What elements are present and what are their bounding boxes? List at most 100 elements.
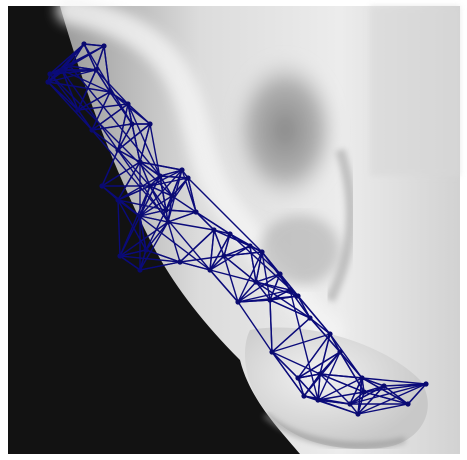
- graph-edge: [349, 377, 363, 405]
- graph-edge: [297, 373, 321, 379]
- graph-edge: [237, 273, 281, 303]
- graph-edge: [139, 161, 161, 177]
- graph-node: [193, 209, 199, 215]
- graph-node: [269, 349, 275, 355]
- graph-edge: [77, 109, 93, 131]
- graph-edge: [91, 129, 119, 151]
- graph-edge: [187, 177, 263, 253]
- graph-node: [277, 271, 283, 277]
- graph-node: [295, 293, 301, 299]
- graph-edge: [49, 73, 173, 197]
- graph-edge: [179, 255, 225, 263]
- graph-node: [99, 183, 105, 189]
- graph-edge: [213, 229, 251, 247]
- graph-edge: [255, 281, 271, 301]
- graph-edge: [117, 161, 141, 201]
- graph-node: [107, 89, 113, 95]
- graph-node: [423, 381, 429, 387]
- graph-edge: [83, 43, 105, 47]
- graph-node: [59, 67, 65, 73]
- graph-node: [317, 371, 323, 377]
- graph-edge: [297, 377, 305, 397]
- graph-edge: [269, 289, 291, 301]
- graph-edge: [61, 69, 169, 223]
- graph-edge: [357, 403, 409, 415]
- graph-edge: [317, 373, 321, 401]
- graph-edge: [127, 103, 133, 125]
- graph-edge: [271, 317, 311, 353]
- graph-node: [75, 107, 81, 113]
- graph-edge: [117, 103, 129, 151]
- graph-node: [81, 41, 87, 47]
- graph-node: [137, 159, 143, 165]
- graph-node: [381, 383, 387, 389]
- graph-edge: [139, 249, 147, 271]
- graph-edge: [289, 289, 311, 319]
- graph-edges: [47, 43, 427, 415]
- graph-node: [405, 401, 411, 407]
- graph-edge: [119, 215, 141, 257]
- graph-edge: [119, 221, 169, 257]
- graph-edge: [139, 185, 151, 217]
- cheek-texture: [370, 6, 460, 176]
- graph-node: [45, 79, 51, 85]
- graph-edge: [349, 383, 427, 405]
- graph-edge: [209, 245, 251, 271]
- graph-edge: [61, 69, 111, 93]
- graph-edge: [179, 229, 215, 263]
- landmark-graph: [45, 41, 429, 417]
- graph-node: [301, 393, 307, 399]
- graph-edge: [223, 251, 263, 257]
- graph-edge: [249, 245, 257, 283]
- graph-edge: [117, 149, 141, 163]
- graph-edge: [101, 185, 141, 217]
- graph-node: [137, 267, 143, 273]
- graph-edge: [357, 377, 363, 415]
- graph-node: [117, 253, 123, 259]
- graph-edge: [297, 377, 319, 401]
- graph-edge: [119, 249, 147, 257]
- graph-edge: [165, 209, 197, 213]
- graph-edge: [159, 175, 189, 179]
- graph-edge: [223, 245, 251, 257]
- graph-node: [207, 267, 213, 273]
- graph-edge: [223, 255, 257, 283]
- graph-edge: [255, 281, 311, 319]
- graph-nodes: [45, 41, 429, 417]
- antihelix-shadow: [260, 215, 340, 285]
- graph-edge: [195, 211, 231, 235]
- graph-edge: [117, 149, 151, 187]
- graph-edge: [297, 333, 331, 379]
- graph-edge: [139, 221, 169, 271]
- graph-node: [315, 397, 321, 403]
- graph-edge: [209, 255, 225, 271]
- earlobe: [245, 327, 428, 449]
- graph-edge: [165, 169, 183, 211]
- graph-edge: [61, 69, 79, 111]
- graph-edge: [213, 229, 225, 257]
- graph-edge: [47, 81, 93, 131]
- graph-edge: [237, 281, 257, 303]
- graph-node: [307, 315, 313, 321]
- graph-edge: [139, 209, 167, 217]
- graph-edge: [363, 383, 427, 393]
- graph-node: [337, 349, 343, 355]
- graph-edge: [329, 333, 341, 353]
- graph-node: [347, 401, 353, 407]
- graph-edge: [209, 269, 239, 303]
- graph-node: [143, 247, 149, 253]
- graph-edge: [69, 65, 161, 177]
- graph-edge: [339, 351, 365, 393]
- graph-node: [169, 193, 175, 199]
- graph-edge: [317, 377, 363, 401]
- graph-node: [93, 67, 99, 73]
- graph-edge: [317, 399, 359, 415]
- graph-edge: [255, 281, 291, 291]
- graph-edge: [47, 69, 97, 83]
- graph-node: [47, 71, 53, 77]
- graph-edge: [255, 273, 281, 283]
- graph-node: [221, 253, 227, 259]
- graph-edge: [317, 351, 341, 401]
